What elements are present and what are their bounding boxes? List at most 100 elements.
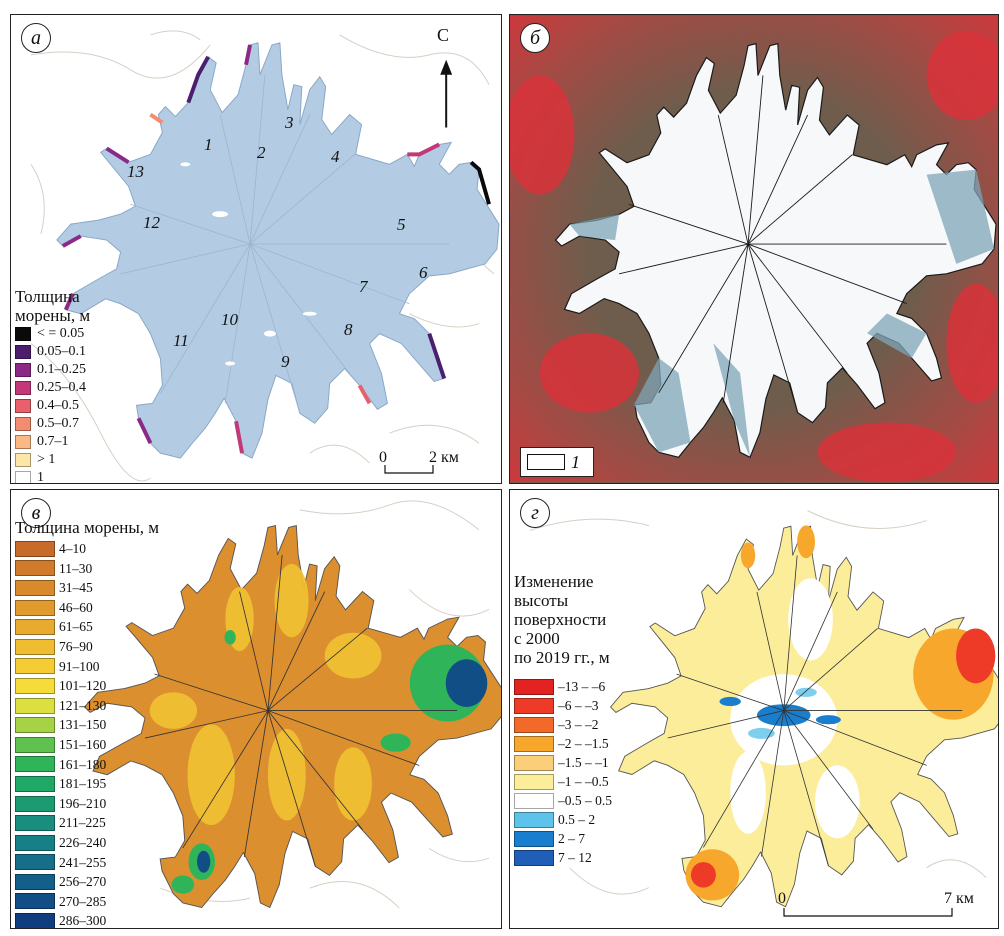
legend-d-item: –1.5 – –1 (514, 753, 612, 772)
glacier-divides-b (619, 75, 947, 413)
legend-a-label: 0.05–0.1 (37, 344, 86, 359)
legend-c-label: 4–10 (59, 541, 86, 557)
panel-a-debris-thickness-map: а С 1 2 3 4 5 6 7 8 9 10 11 12 13 Толщин… (10, 14, 502, 484)
legend-d-title-line-5: по 2019 гг., м (514, 648, 610, 667)
scale-d-zero: 0 (778, 890, 786, 907)
legend-d-items: –13 – –6 –6 – –3 –3 – –2 –2 – –1.5 –1.5 – –1… (514, 677, 612, 867)
legend-c-item: 211–225 (15, 813, 159, 833)
legend-a-item: > 1 (15, 451, 90, 469)
scale-bar-a: 0 2 км (375, 447, 475, 477)
legend-c-swatch (15, 775, 55, 792)
legend-a-label: < = 0.05 (37, 326, 85, 341)
legend-c-swatch (15, 913, 55, 928)
legend-a-label: 0.7–1 (37, 434, 69, 449)
legend-c-item: 196–210 (15, 794, 159, 814)
legend-c-label: 241–255 (59, 854, 107, 870)
legend-d-label: –6 – –3 (558, 697, 599, 713)
contour-lines-d (529, 510, 987, 895)
elevation-gain (719, 696, 841, 727)
vegetation-patches (510, 30, 998, 483)
legend-b-label: 1 (571, 451, 580, 472)
glacier-number-13: 13 (127, 162, 144, 181)
panel-d-elevation-change-map: г Изменение высоты поверхности с 2000 по… (509, 489, 999, 929)
legend-c-label: 211–225 (59, 815, 106, 831)
legend-c-swatch (15, 677, 55, 694)
legend-c-item: 101–120 (15, 676, 159, 696)
legend-c-label: 101–120 (59, 678, 107, 694)
legend-d-label: –1.5 – –1 (558, 754, 609, 770)
legend-a: Толщина морены, м < = 0.05 0.05–0.1 0.1–0.… (15, 287, 91, 483)
legend-a-item: 0.25–0.4 (15, 379, 90, 397)
glacier-number-11: 11 (173, 331, 189, 350)
legend-a-item: 0.1–0.25 (15, 361, 90, 379)
stable-areas (730, 578, 860, 839)
legend-a-label: 0.25–0.4 (37, 380, 86, 395)
legend-c-swatch (15, 854, 55, 871)
glacier-number-9: 9 (281, 352, 290, 371)
legend-c-item: 161–180 (15, 755, 159, 775)
legend-d-swatch (514, 849, 554, 866)
legend-a-label: 0.5–0.7 (37, 416, 79, 431)
glacier-outline (56, 42, 500, 459)
legend-c-title: Толщина морены, м (15, 518, 160, 537)
glacier-number-7: 7 (359, 277, 368, 296)
legend-c-label: 131–150 (59, 717, 107, 733)
legend-a-item: 0.4–0.5 (15, 397, 90, 415)
glacier-number-4: 4 (331, 147, 340, 166)
legend-c-swatch (15, 560, 55, 577)
north-arrow-head (440, 59, 453, 75)
legend-d-swatch (514, 773, 554, 790)
legend-c-item: 4–10 (15, 539, 159, 559)
panel-label-b: б (520, 23, 550, 53)
legend-c-swatch (15, 893, 55, 910)
glacier-divides (120, 74, 450, 414)
legend-a-swatch (15, 417, 31, 431)
panel-label-c: в (21, 498, 51, 528)
legend-c-label: 196–210 (59, 795, 107, 811)
legend-d-title-line-1: Изменение (514, 572, 594, 591)
legend-c-item: 226–240 (15, 833, 159, 853)
legend-a-swatch (15, 345, 31, 359)
panel-b-satellite-image: б 1 (509, 14, 999, 484)
legend-d-swatch (514, 735, 554, 752)
debris-covered-tongues (569, 169, 995, 458)
ice-thickness-max (197, 659, 488, 873)
legend-c-item: 241–255 (15, 853, 159, 873)
legend-d-item: –2 – –1.5 (514, 734, 612, 753)
legend-a-item: 0.05–0.1 (15, 343, 90, 361)
legend-d-swatch (514, 678, 554, 695)
legend-c-label: 270–285 (59, 893, 107, 909)
glacier-number-6: 6 (419, 263, 428, 282)
legend-c-label: 91–100 (59, 658, 100, 674)
glacier-divides-c (144, 554, 458, 867)
panel-d-map (529, 510, 998, 908)
legend-a-swatch (15, 471, 31, 483)
legend-c-label: 46–60 (59, 599, 93, 615)
legend-c-label: 161–180 (59, 756, 107, 772)
legend-c-item: 151–160 (15, 735, 159, 755)
nunataks (180, 162, 317, 366)
legend-c-swatch (15, 599, 55, 616)
scale-a-zero: 0 (379, 449, 387, 466)
legend-c-label: 286–300 (59, 913, 107, 929)
legend-d: Изменение высоты поверхности с 2000 по 2… (514, 572, 612, 867)
legend-c-item: 91–100 (15, 657, 159, 677)
legend-c-item: 270–285 (15, 892, 159, 912)
legend-c-swatch (15, 756, 55, 773)
legend-a-title-line-2: морены, м (15, 306, 91, 325)
legend-c-label: 256–270 (59, 874, 107, 890)
scale-d-end: 7 км (944, 890, 974, 907)
legend-c-item: 131–150 (15, 715, 159, 735)
legend-a-swatch (15, 453, 31, 467)
legend-c-swatch (15, 834, 55, 851)
legend-d-item: 2 – 7 (514, 829, 612, 848)
legend-b: 1 (520, 447, 594, 477)
legend-b-outline-swatch (527, 454, 565, 470)
legend-c-label: 151–160 (59, 736, 107, 752)
legend-d-label: –3 – –2 (558, 716, 599, 732)
legend-c-label: 226–240 (59, 834, 107, 850)
legend-c-item: 121–130 (15, 696, 159, 716)
panel-c-map (84, 500, 501, 909)
legend-c-item: 286–300 (15, 911, 159, 929)
legend-c-swatch (15, 540, 55, 557)
